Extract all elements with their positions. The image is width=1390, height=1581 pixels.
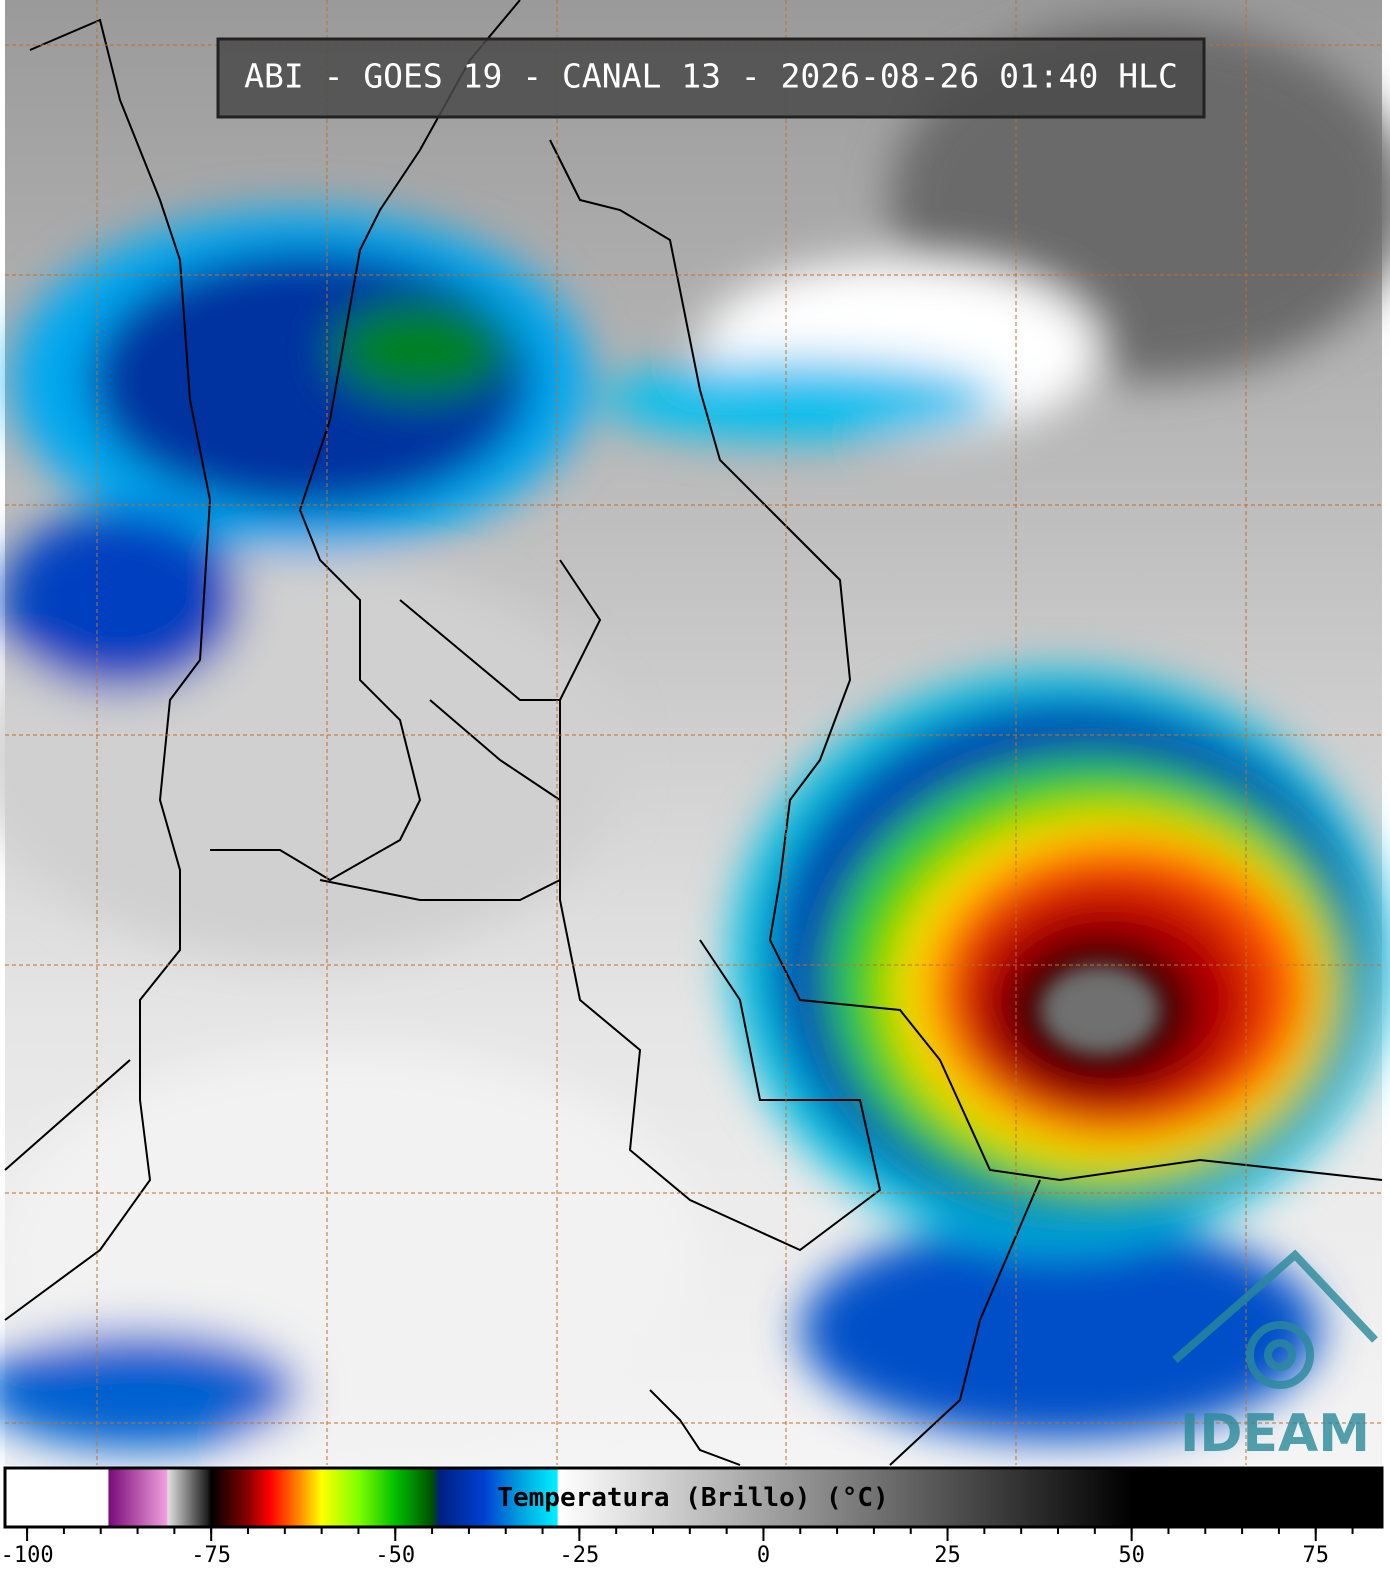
tick-label: 25 <box>934 1543 961 1568</box>
title: ABI - GOES 19 - CANAL 13 - 2026-08-26 01… <box>244 57 1178 96</box>
satellite-image: IDEAM <box>0 0 1390 1466</box>
colorbar-label: Temperatura (Brillo) (°C) <box>497 1483 888 1513</box>
tick-label: -50 <box>375 1543 415 1568</box>
tick-label: 75 <box>1302 1543 1329 1568</box>
tick-label: 50 <box>1118 1543 1145 1568</box>
logo-icon <box>1172 1249 1378 1389</box>
title-box <box>216 37 1206 119</box>
tick-label: -100 <box>1 1543 54 1568</box>
tick-label: -25 <box>559 1543 599 1568</box>
tick-label: 0 <box>757 1543 770 1568</box>
logo-text: IDEAM <box>1180 1404 1370 1464</box>
colorbar: Temperatura (Brillo) (°C) -100 -75 -50 -25 0 2… <box>1 1466 1384 1568</box>
colorbar-bar <box>3 1466 1384 1529</box>
tick-label: -75 <box>191 1543 231 1568</box>
